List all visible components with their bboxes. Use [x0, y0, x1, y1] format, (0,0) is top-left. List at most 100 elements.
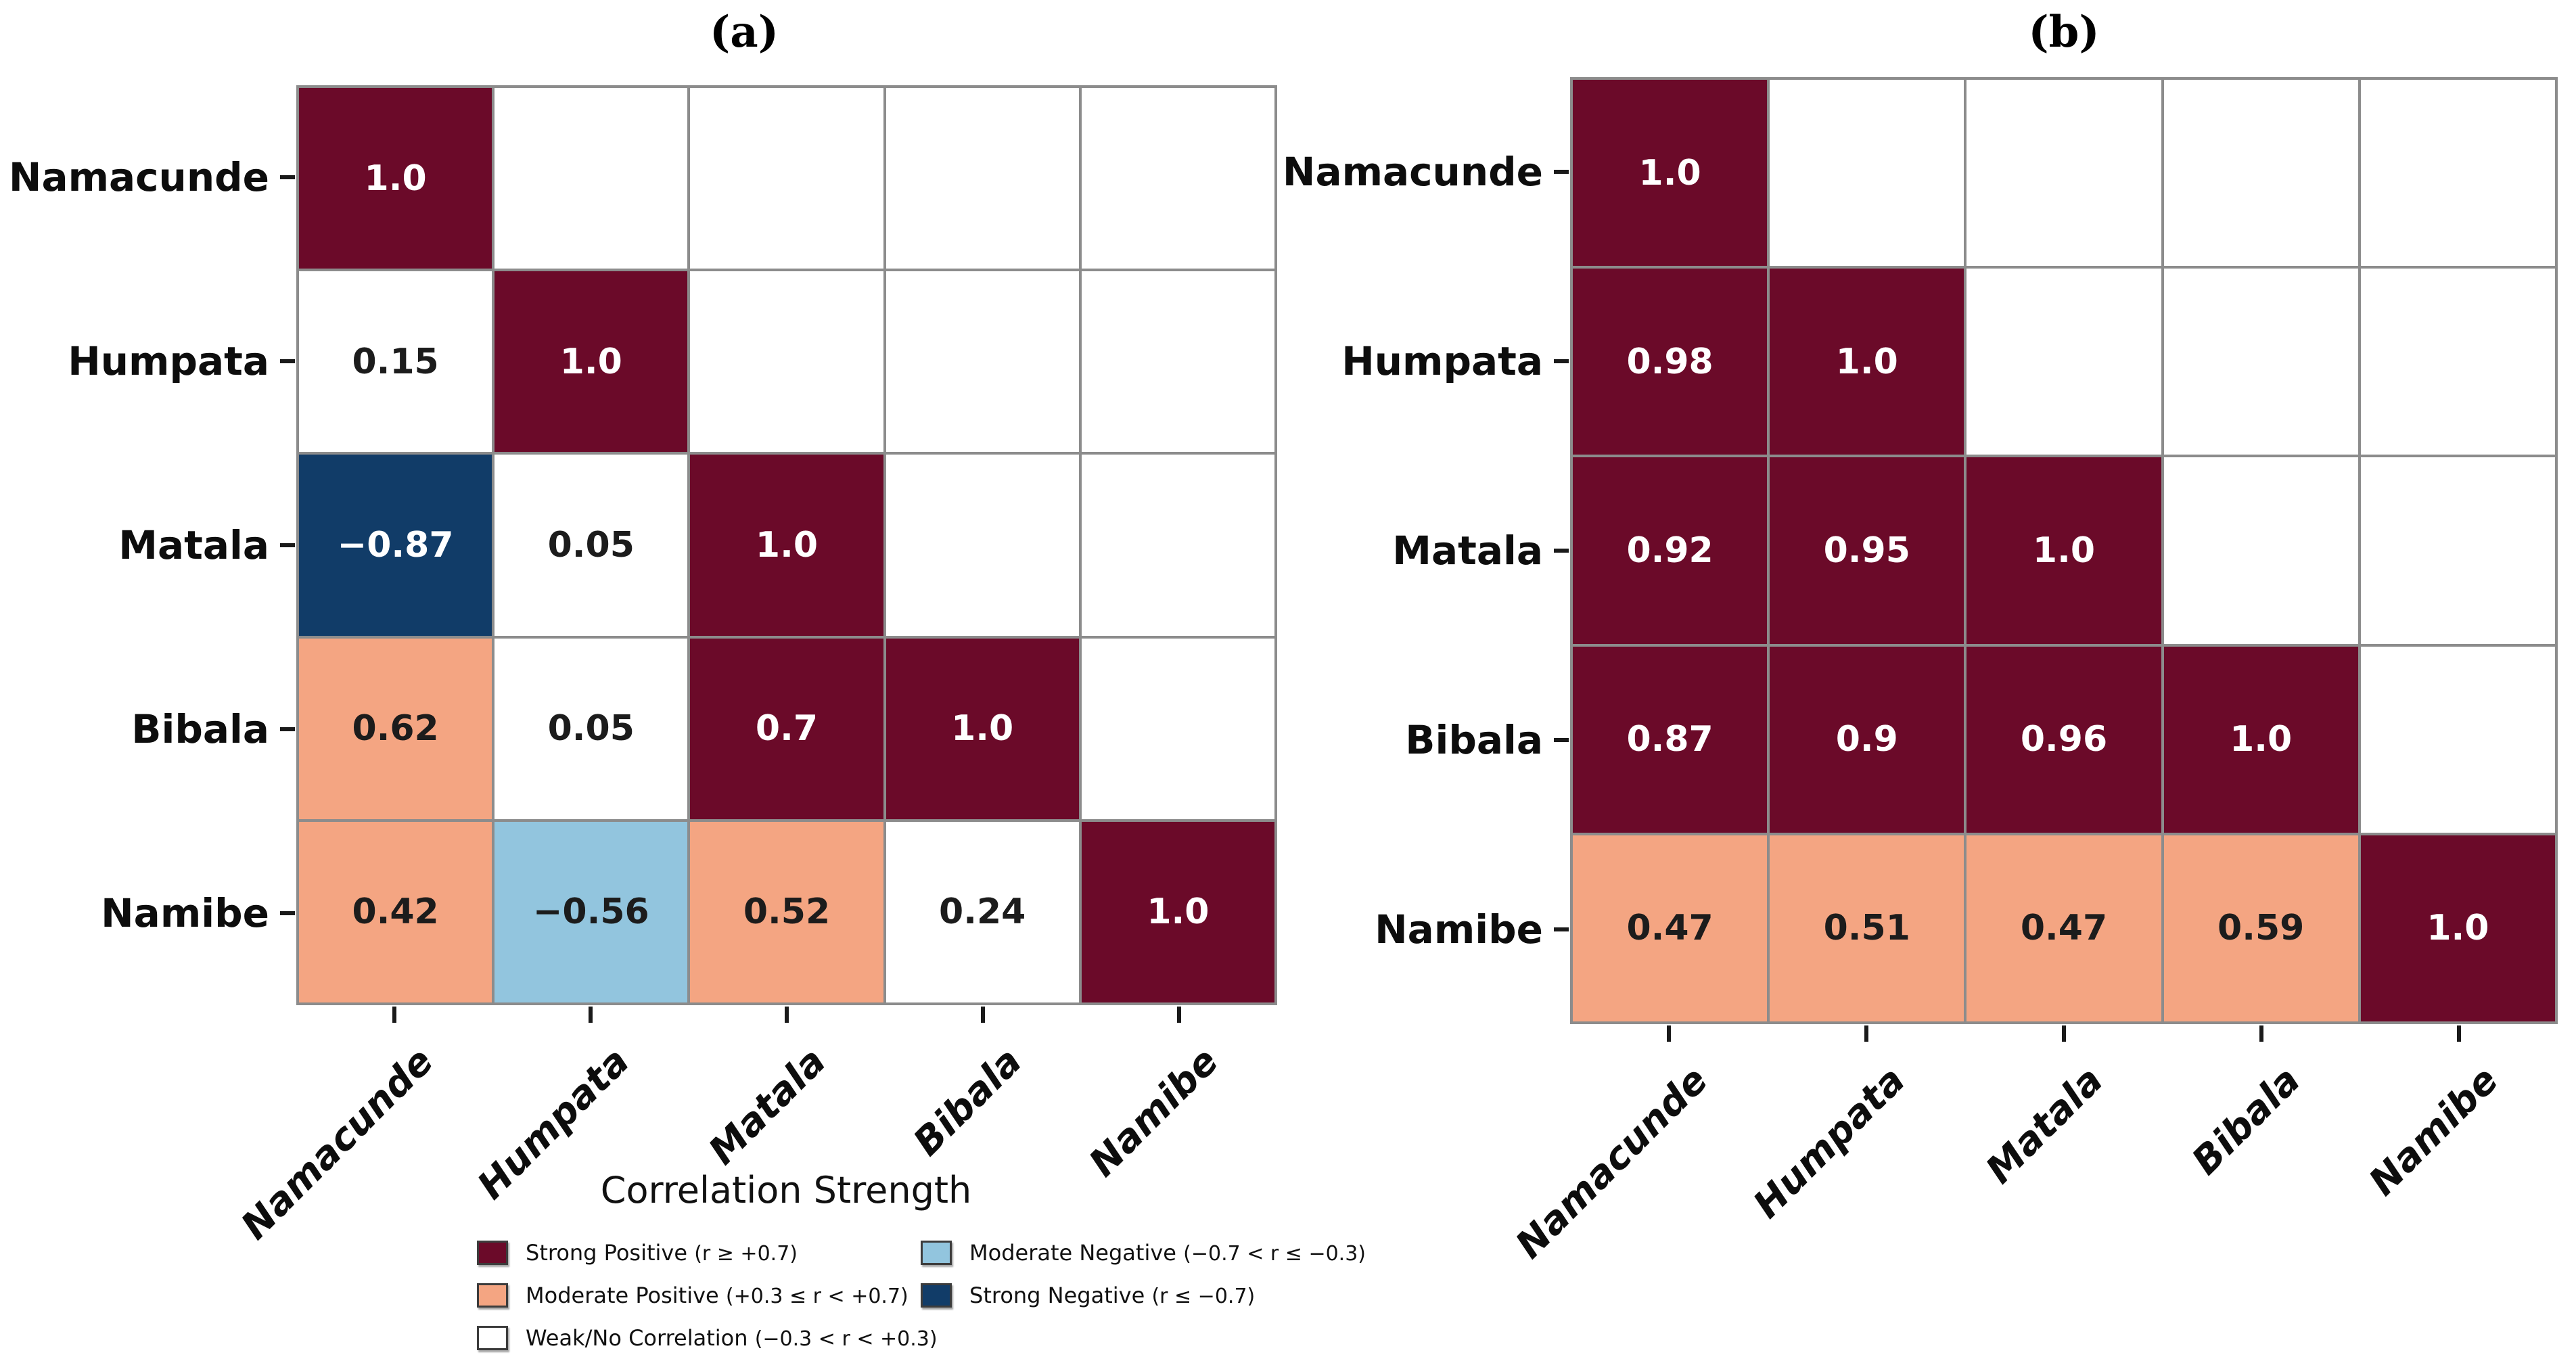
- heatmap-cell: [886, 455, 1079, 636]
- heatmap-cell: 1.0: [1967, 457, 2161, 644]
- heatmap-cell: 1.0: [299, 88, 492, 269]
- legend-label: Moderate Negative (−0.7 < r ≤ −0.3): [969, 1239, 1366, 1266]
- x-tick-label: Namibe: [1080, 1039, 1227, 1186]
- y-tick-mark: [1554, 549, 1569, 553]
- heatmap-cell: 0.47: [1967, 835, 2161, 1021]
- x-tick-label: Matala: [700, 1039, 835, 1174]
- y-tick-mark: [280, 727, 295, 731]
- heatmap-cell: [1081, 271, 1274, 453]
- heatmap-cell: 0.42: [299, 821, 492, 1002]
- y-tick-label: Namacunde: [8, 154, 269, 200]
- cell-value: 1.0: [1638, 152, 1701, 193]
- x-tick-mark: [2259, 1025, 2263, 1042]
- cell-value: 0.96: [2020, 719, 2108, 760]
- heatmap-cell: 1.0: [2163, 646, 2358, 833]
- heatmap-cell: 0.95: [1770, 457, 1964, 644]
- panel-title-a: (a): [709, 7, 779, 57]
- y-tick-label: Matala: [1392, 528, 1543, 574]
- x-tick-label: Bibala: [2184, 1058, 2309, 1184]
- heatmap-cell: [2360, 457, 2555, 644]
- heatmap-cell: 1.0: [690, 455, 883, 636]
- cell-value: 1.0: [364, 158, 427, 199]
- heatmap-cell: 0.05: [495, 638, 688, 819]
- heatmap-cell: [495, 88, 688, 269]
- y-tick-mark: [280, 359, 295, 363]
- cell-value: 0.95: [1823, 530, 1910, 571]
- cell-value: 0.24: [939, 892, 1026, 933]
- y-tick-mark: [1554, 927, 1569, 931]
- heatmap-cell: [1081, 455, 1274, 636]
- heatmap-cell: [1770, 80, 1964, 267]
- x-tick-mark: [981, 1007, 985, 1023]
- heatmap-cell: [1967, 269, 2161, 455]
- cell-value: 1.0: [1835, 341, 1898, 382]
- x-tick-label: Bibala: [905, 1039, 1031, 1165]
- legend-entry: Moderate Negative (−0.7 < r ≤ −0.3): [921, 1238, 1366, 1268]
- heatmap-cell: 0.96: [1967, 646, 2161, 833]
- legend-title: Correlation Strength: [600, 1169, 972, 1212]
- y-tick-label: Namacunde: [1282, 149, 1543, 195]
- legend-entry: Strong Positive (r ≥ +0.7): [477, 1238, 798, 1268]
- legend-label: Moderate Positive (+0.3 ≤ r < +0.7): [526, 1282, 908, 1308]
- x-tick-mark: [1864, 1025, 1868, 1042]
- cell-value: −0.87: [337, 524, 454, 566]
- cell-value: 0.92: [1626, 530, 1714, 571]
- heatmap-cell: 0.05: [495, 455, 688, 636]
- cell-value: 1.0: [2032, 530, 2096, 571]
- cell-value: 1.0: [951, 708, 1014, 749]
- cell-value: 1.0: [755, 524, 819, 566]
- heatmap-cell: [2163, 457, 2358, 644]
- heatmap-cell: [2360, 80, 2555, 267]
- heatmap-cell: [690, 271, 883, 453]
- cell-value: 1.0: [2426, 908, 2489, 949]
- legend-swatch-weak: [477, 1326, 508, 1350]
- legend-swatch-strong-negative: [921, 1283, 952, 1308]
- x-tick-mark: [1667, 1025, 1671, 1042]
- heatmap-cell: 0.98: [1573, 269, 1768, 455]
- heatmap-cell: [886, 88, 1079, 269]
- y-tick-label: Namibe: [101, 890, 269, 936]
- cell-value: 0.05: [547, 708, 635, 749]
- cell-value: 0.47: [2020, 908, 2108, 949]
- heatmap-cell: 1.0: [1770, 269, 1964, 455]
- cell-value: −0.56: [532, 892, 649, 933]
- cell-value: 0.47: [1626, 908, 1714, 949]
- y-tick-mark: [280, 543, 295, 547]
- x-tick-mark: [785, 1007, 789, 1023]
- heatmap-cell: 0.52: [690, 821, 883, 1002]
- cell-value: 0.52: [743, 892, 831, 933]
- legend-label: Strong Positive (r ≥ +0.7): [526, 1239, 798, 1266]
- x-tick-mark: [2062, 1025, 2066, 1042]
- heatmap-cell: [1967, 80, 2161, 267]
- x-tick-label: Matala: [1977, 1058, 2112, 1193]
- heatmap-cell: 1.0: [1081, 821, 1274, 1002]
- x-tick-mark: [589, 1007, 593, 1023]
- cell-value: 0.7: [755, 708, 819, 749]
- heatmap-cell: 0.47: [1573, 835, 1768, 1021]
- legend-swatch-moderate-positive: [477, 1283, 508, 1308]
- heatmap-cell: 0.15: [299, 271, 492, 453]
- cell-value: 0.87: [1626, 719, 1714, 760]
- legend-entry: Moderate Positive (+0.3 ≤ r < +0.7): [477, 1281, 908, 1310]
- y-tick-label: Namibe: [1375, 906, 1543, 952]
- cell-value: 0.62: [352, 708, 439, 749]
- legend-swatch-strong-positive: [477, 1241, 508, 1265]
- x-tick-label: Namacunde: [1507, 1058, 1717, 1268]
- heatmap-cell: [1081, 638, 1274, 819]
- y-tick-label: Humpata: [68, 338, 269, 384]
- cell-value: 0.9: [1835, 719, 1898, 760]
- x-tick-mark: [392, 1007, 396, 1023]
- heatmap-cell: 1.0: [1573, 80, 1768, 267]
- heatmap-cell: [2360, 269, 2555, 455]
- y-tick-mark: [1554, 738, 1569, 742]
- heatmap-cell: −0.87: [299, 455, 492, 636]
- y-tick-label: Humpata: [1341, 338, 1543, 384]
- y-tick-mark: [280, 911, 295, 915]
- heatmap-cell: −0.56: [495, 821, 688, 1002]
- y-tick-label: Matala: [118, 522, 269, 568]
- cell-value: 1.0: [559, 341, 622, 382]
- cell-value: 1.0: [2230, 719, 2293, 760]
- y-tick-mark: [280, 175, 295, 179]
- legend-swatch-moderate-negative: [921, 1241, 952, 1265]
